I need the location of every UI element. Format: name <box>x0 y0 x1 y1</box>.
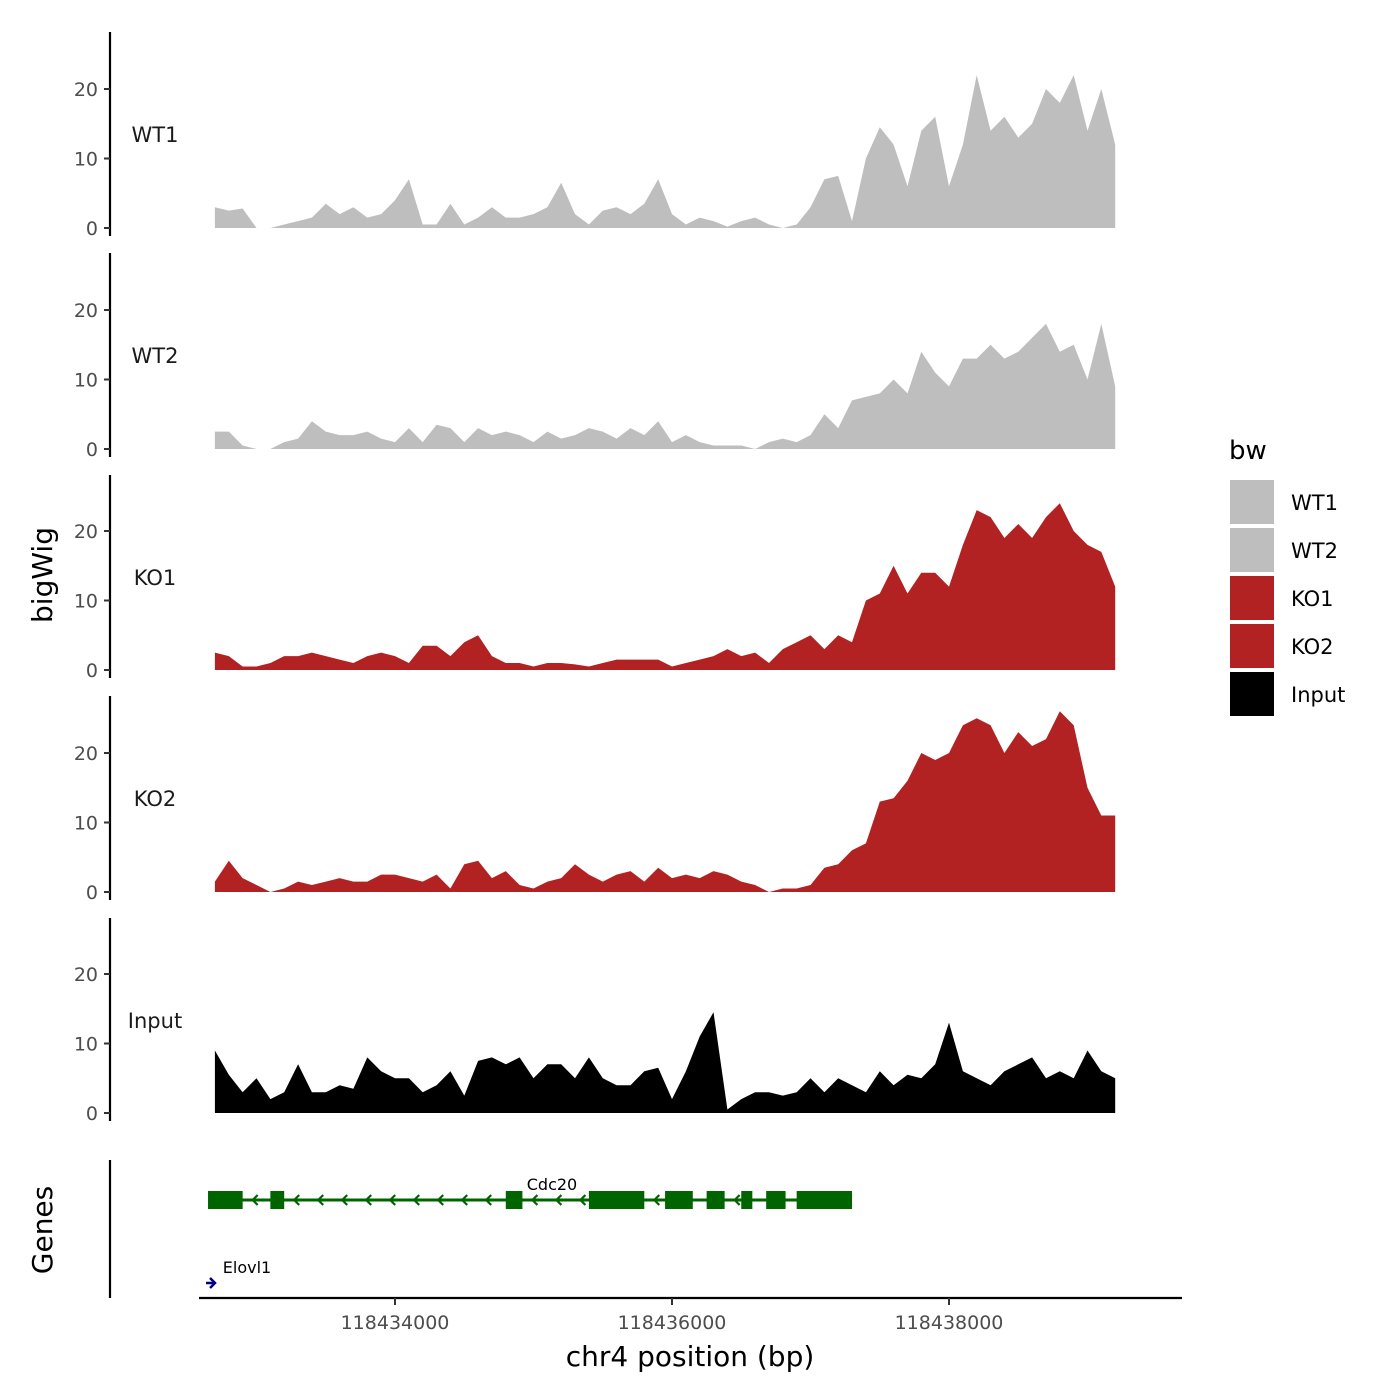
y-tick-label: 0 <box>86 882 98 904</box>
coverage-area-wt1 <box>214 75 1116 228</box>
legend-title: bw <box>1229 436 1267 466</box>
legend-swatch <box>1230 480 1274 524</box>
legend: bw WT1 WT2 KO1 KO2 Input <box>1229 436 1345 716</box>
gene-label-cdc20: Cdc20 <box>527 1175 577 1194</box>
strand-arrow <box>316 1194 324 1206</box>
y-tick-label: 0 <box>86 1103 98 1125</box>
legend-label: KO1 <box>1291 587 1334 611</box>
y-tick-label: 10 <box>74 1034 98 1056</box>
legend-item-input: Input <box>1230 672 1345 716</box>
strand-arrow <box>578 1194 587 1206</box>
exon <box>706 1191 725 1209</box>
legend-label: KO2 <box>1291 635 1334 659</box>
x-tick-label: 118434000 <box>341 1312 450 1334</box>
coverage-area-input <box>214 1012 1116 1113</box>
coverage-area-ko2 <box>214 711 1116 892</box>
legend-label: Input <box>1291 683 1345 707</box>
track-label: Input <box>128 1009 182 1033</box>
strand-arrow <box>733 1194 741 1206</box>
exon <box>270 1191 285 1209</box>
y-tick-label: 10 <box>74 813 98 835</box>
coverage-area-ko1 <box>214 503 1116 670</box>
coverage-area-wt2 <box>214 323 1116 449</box>
y-tick-label: 10 <box>74 591 98 613</box>
track-ko1: 0 10 20 KO1 <box>74 475 1116 682</box>
track-label: WT2 <box>132 344 179 368</box>
legend-swatch <box>1230 672 1274 716</box>
track-label: WT1 <box>132 123 179 147</box>
strand-arrow <box>364 1194 372 1206</box>
exon <box>665 1191 693 1209</box>
track-label: KO1 <box>134 566 177 590</box>
exon <box>588 1191 645 1209</box>
y-tick-label: 0 <box>86 660 98 682</box>
y-tick-label: 0 <box>86 218 98 240</box>
gene-label-elovl1: Elovl1 <box>223 1258 271 1277</box>
y-tick-label: 0 <box>86 439 98 461</box>
strand-arrow <box>251 1194 259 1206</box>
exon <box>505 1191 523 1209</box>
legend-item-ko1: KO1 <box>1230 576 1334 620</box>
legend-item-wt2: WT2 <box>1230 528 1338 572</box>
genes-axis-title: Genes <box>26 1186 59 1274</box>
y-tick-label: 20 <box>74 964 98 986</box>
legend-item-ko2: KO2 <box>1230 624 1334 668</box>
strand-arrow <box>209 1277 217 1289</box>
strand-arrow <box>530 1194 539 1206</box>
y-tick-label: 20 <box>74 79 98 101</box>
legend-swatch <box>1230 528 1274 572</box>
legend-label: WT2 <box>1291 539 1338 563</box>
legend-item-wt1: WT1 <box>1230 480 1338 524</box>
gene-cdc20: Cdc20 <box>208 1175 853 1209</box>
strand-arrow <box>412 1194 420 1206</box>
y-tick-label: 20 <box>74 300 98 322</box>
y-tick-label: 20 <box>74 521 98 543</box>
exon <box>796 1191 853 1209</box>
track-input: 0 10 20 Input <box>74 918 1116 1125</box>
gene-elovl1: Elovl1 <box>206 1258 271 1289</box>
exon <box>208 1191 243 1209</box>
track-ko2: 0 10 20 KO2 <box>74 696 1116 904</box>
strand-arrow <box>460 1194 468 1206</box>
legend-swatch <box>1230 624 1274 668</box>
strand-arrow <box>554 1194 563 1206</box>
strand-arrow <box>388 1194 396 1206</box>
strand-arrow <box>292 1194 300 1206</box>
y-axis-title: bigWig <box>26 527 59 623</box>
x-tick-label: 118438000 <box>895 1312 1004 1334</box>
legend-swatch <box>1230 576 1274 620</box>
strand-arrow <box>340 1194 348 1206</box>
x-axis-title: chr4 position (bp) <box>566 1340 815 1373</box>
y-tick-label: 20 <box>74 743 98 765</box>
exon <box>766 1191 786 1209</box>
strand-arrow <box>652 1194 661 1206</box>
genes-panel: Cdc20 Elovl1 <box>108 1160 853 1298</box>
track-label: KO2 <box>134 787 177 811</box>
legend-label: WT1 <box>1291 491 1338 515</box>
strand-arrow <box>436 1194 444 1206</box>
track-wt1: 0 10 20 WT1 <box>74 32 1116 240</box>
x-axis: 118434000 118436000 118438000 <box>199 1296 1182 1334</box>
strand-arrow <box>484 1194 492 1206</box>
exon <box>741 1191 753 1209</box>
x-tick-label: 118436000 <box>618 1312 727 1334</box>
coverage-tracks: 0 10 20 WT1 0 10 20 WT2 0 10 20 KO1 0 10 20 KO2 0 10 20 Inp… <box>74 32 1116 1125</box>
y-tick-label: 10 <box>74 370 98 392</box>
track-wt2: 0 10 20 WT2 <box>74 253 1116 461</box>
y-tick-label: 10 <box>74 149 98 171</box>
